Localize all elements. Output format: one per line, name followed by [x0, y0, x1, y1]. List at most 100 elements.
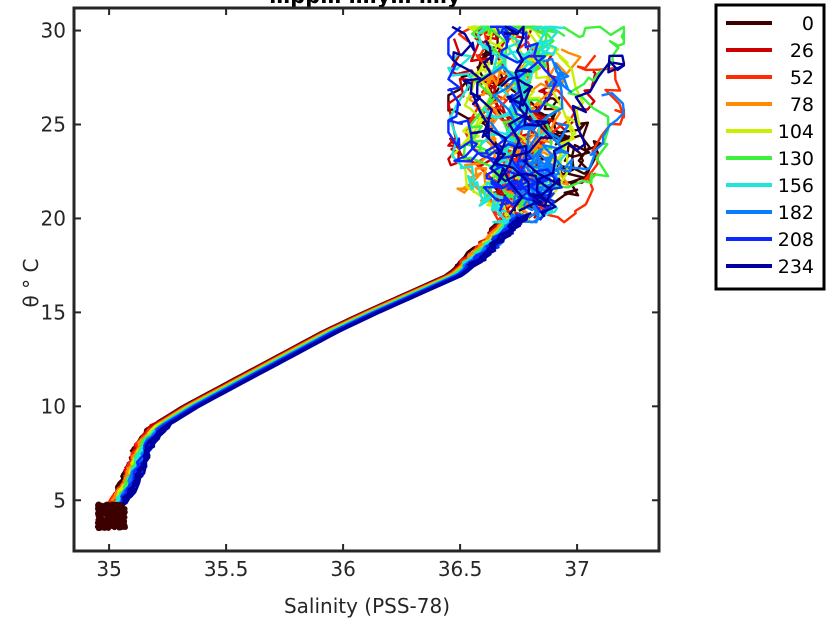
surface-profile-line — [447, 25, 550, 221]
surface-profile-line — [490, 96, 591, 219]
profile-line — [113, 214, 514, 498]
plot-area — [94, 25, 626, 532]
x-axis-label: Salinity (PSS-78) — [284, 594, 450, 618]
profile-line — [115, 215, 513, 508]
profile-line — [113, 212, 519, 511]
profile-line — [114, 212, 522, 516]
profile-line — [110, 214, 513, 502]
axes: 35 35.5 36 36.5 37 5 10 15 20 25 30 — [41, 6, 661, 581]
y-tick-label: 25 — [41, 112, 66, 136]
data-point — [116, 510, 122, 516]
data-point — [114, 522, 120, 528]
y-tick-label: 20 — [41, 206, 66, 230]
profile-line — [108, 212, 513, 506]
surface-profile-line — [504, 25, 561, 203]
profile-line — [105, 212, 520, 511]
profile-line — [122, 214, 530, 503]
profile-line — [113, 216, 513, 501]
profile-line — [115, 215, 518, 508]
legend-label: 0 — [802, 13, 814, 35]
data-point — [109, 511, 116, 517]
data-point — [105, 525, 112, 531]
x-tick-label: 36 — [330, 557, 355, 581]
surface-profile-line — [535, 54, 626, 218]
data-point — [101, 521, 107, 528]
profile-line — [117, 214, 521, 502]
series-234 — [117, 25, 626, 515]
profile-line — [110, 216, 518, 515]
profile-line — [105, 213, 514, 511]
profile-line — [120, 212, 521, 500]
legend: 0 26 52 78 104 130 156 182 208 234 — [714, 3, 826, 291]
surface-profile-line — [451, 25, 543, 212]
data-point — [104, 513, 110, 519]
profile-line — [117, 213, 520, 502]
data-point — [110, 520, 116, 526]
profile-line — [114, 212, 522, 514]
surface-profile-line — [475, 39, 553, 208]
legend-box — [714, 3, 826, 291]
x-tick-label: 37 — [564, 557, 589, 581]
chart-title: …pp… …ly… …ly — [269, 0, 461, 8]
profile-line — [116, 215, 519, 499]
profile-line — [116, 214, 522, 499]
profile-line — [106, 212, 513, 506]
data-point — [122, 514, 128, 520]
surface-profile-line — [497, 76, 553, 216]
profile-line — [115, 213, 521, 502]
profile-line — [109, 215, 515, 504]
data-point — [121, 520, 127, 526]
data-point — [106, 518, 112, 525]
profile-line — [120, 214, 520, 499]
surface-profile-line — [523, 25, 626, 200]
data-point — [96, 507, 102, 513]
plot-frame — [72, 6, 661, 553]
profile-line — [115, 214, 516, 503]
data-point — [96, 513, 102, 519]
profile-line — [120, 212, 522, 501]
legend-label: 208 — [778, 229, 814, 251]
profile-line — [123, 216, 520, 500]
profile-line — [114, 213, 517, 507]
profile-line — [120, 214, 520, 499]
profile-line — [108, 215, 507, 513]
x-tick-label: 35.5 — [204, 557, 249, 581]
profile-line — [110, 213, 522, 516]
data-point — [96, 523, 102, 529]
legend-label: 104 — [778, 121, 814, 143]
y-axis-label: θ ° C — [19, 259, 43, 308]
profile-line — [114, 215, 512, 499]
profile-line — [110, 212, 518, 501]
data-point — [102, 507, 108, 513]
y-tick-label: 10 — [41, 394, 66, 418]
profile-line — [118, 214, 514, 499]
legend-label: 182 — [778, 202, 814, 224]
profile-line — [108, 212, 514, 511]
legend-label: 130 — [778, 148, 814, 170]
profile-line — [113, 215, 509, 499]
profile-line — [116, 215, 515, 499]
legend-label: 78 — [790, 94, 814, 116]
profile-line — [111, 213, 516, 507]
data-point — [122, 524, 128, 530]
x-tick-label: 35 — [96, 557, 121, 581]
legend-label: 156 — [778, 175, 814, 197]
deep-water-cluster — [94, 501, 128, 532]
profile-line — [104, 213, 513, 516]
data-point — [114, 517, 120, 523]
data-point — [117, 504, 123, 511]
profile-line — [113, 215, 519, 508]
profile-line — [106, 213, 517, 512]
data-point — [96, 501, 102, 507]
legend-label: 234 — [778, 256, 814, 278]
profile-line — [116, 213, 522, 501]
x-tick-label: 36.5 — [438, 557, 483, 581]
data-point — [105, 502, 111, 508]
profile-line — [118, 216, 520, 505]
y-tick-label: 5 — [53, 488, 66, 512]
data-point — [95, 518, 102, 524]
legend-label: 52 — [790, 67, 814, 89]
legend-label: 26 — [790, 40, 814, 62]
surface-profile-line — [482, 25, 546, 207]
